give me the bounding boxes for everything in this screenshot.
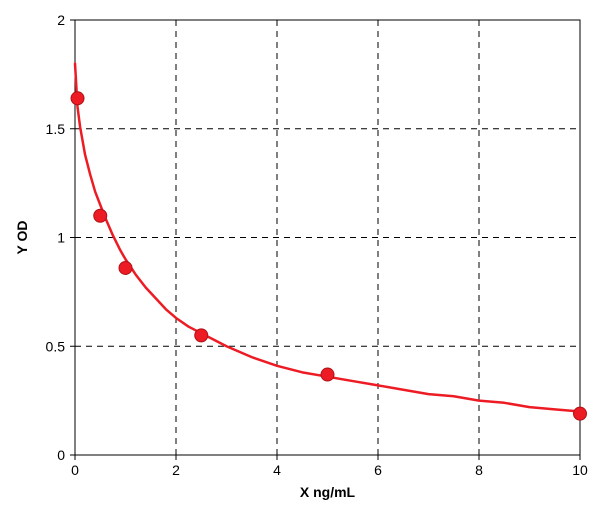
chart-bg: [0, 0, 600, 516]
ytick-label: 0.5: [46, 338, 66, 354]
data-point: [94, 209, 107, 222]
data-point: [119, 261, 132, 274]
chart-svg: 0 2 4 6 8 10 0 0.5 1 1.5 2 X ng/mL Y OD: [0, 0, 600, 516]
xtick-label: 6: [374, 462, 382, 478]
data-point: [195, 329, 208, 342]
chart-container: 0 2 4 6 8 10 0 0.5 1 1.5 2 X ng/mL Y OD: [0, 0, 600, 516]
y-axis-label: Y OD: [14, 221, 30, 255]
ytick-label: 2: [57, 12, 65, 28]
xtick-label: 2: [172, 462, 180, 478]
data-point: [321, 368, 334, 381]
data-point: [574, 407, 587, 420]
x-axis-label: X ng/mL: [300, 484, 356, 500]
xtick-label: 4: [273, 462, 281, 478]
ytick-label: 1.5: [46, 121, 66, 137]
ytick-label: 1: [57, 230, 65, 246]
data-point: [71, 92, 84, 105]
xtick-label: 0: [71, 462, 79, 478]
xtick-label: 8: [475, 462, 483, 478]
ytick-label: 0: [57, 447, 65, 463]
xtick-label: 10: [572, 462, 588, 478]
